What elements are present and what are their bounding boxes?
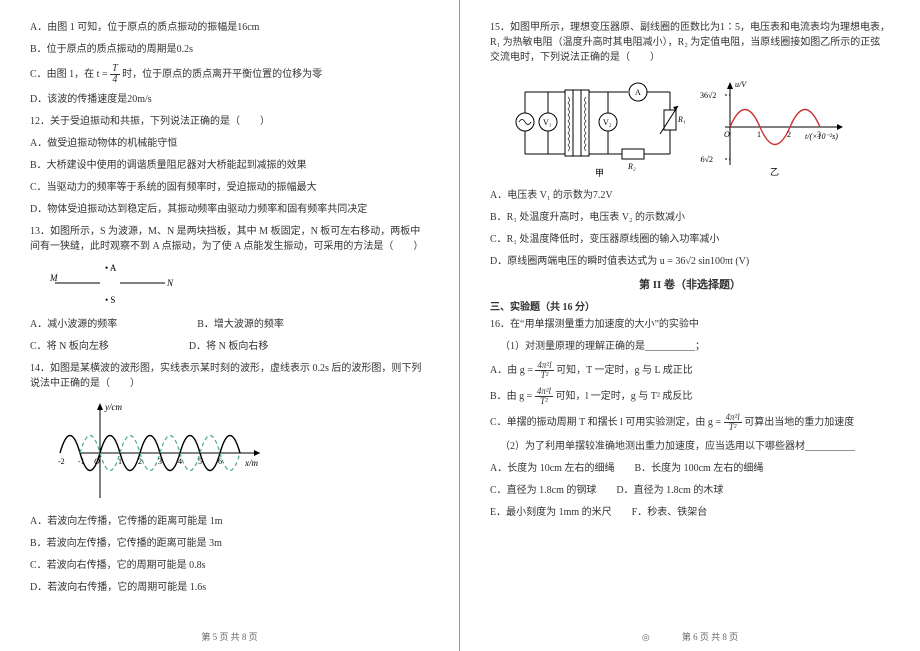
q14-stem: 14．如图是某横波的波形图，实线表示某时刻的波形，虚线表示 0.2s 后的波形图… [30, 361, 429, 391]
section2-title: 第 II 卷（非选择题） [490, 276, 890, 292]
q16-sub-a: A．长度为 10cm 左右的细绳 [490, 461, 614, 476]
q12-opt-b: B．大桥建设中使用的调谐质量阻尼器对大桥能起到减振的效果 [30, 158, 429, 173]
svg-text:t/(×10⁻²s): t/(×10⁻²s) [805, 132, 838, 141]
label-s: • S [105, 295, 115, 305]
svg-text:-1: -1 [78, 457, 85, 466]
ylabel: y/cm [104, 402, 122, 412]
q13-opt-b: B．增大波源的频率 [197, 317, 284, 332]
svg-text:-36√2: -36√2 [700, 155, 713, 164]
frac: 4π²lT² [535, 361, 553, 380]
ac-graph: u/V t/(×10⁻²s) 36√2 -36√2 O 1 2 3 乙 [700, 77, 850, 177]
fb: T² [535, 371, 553, 380]
q16c-post: 可算出当地的重力加速度 [742, 417, 855, 428]
fb: T² [535, 397, 553, 406]
q15-opt-b: B．R₁ 处温度升高时，电压表 V₂ 的示数减小 [490, 210, 890, 225]
q13-opt-d: D．将 N 板向右移 [189, 339, 268, 354]
part3-title: 三、实验题（共 16 分） [490, 298, 890, 313]
q16c-pre: C．单摆的振动周期 T 和摆长 l 可用实验测定，由 g = [490, 417, 724, 428]
q14-opt-d: D．若波向右传播，它的周期可能是 1.6s [30, 580, 429, 595]
q11-opt-b: B．位于原点的质点振动的周期是0.2s [30, 42, 429, 57]
svg-text:u/V: u/V [735, 80, 747, 89]
q16b-post: 可知，l 一定时，g 与 T² 成反比 [553, 391, 692, 402]
svg-text:3: 3 [158, 457, 162, 466]
svg-text:6: 6 [218, 457, 222, 466]
svg-text:3: 3 [817, 130, 821, 139]
q16-sub-e: E．最小刻度为 1mm 的米尺 [490, 505, 612, 520]
q13-diagram: • A M N • S [50, 261, 429, 311]
svg-text:1: 1 [757, 130, 761, 139]
svg-text:A: A [635, 88, 641, 97]
q11-opt-a: A．由图 1 可知，位于原点的质点振动的振幅是16cm [30, 20, 429, 35]
q11-c-post: 时，位于原点的质点离开平衡位置的位移为零 [120, 69, 323, 80]
q15-diagram: V₁ A R₁ R₂ [510, 72, 890, 182]
frac: 4π²lT² [724, 413, 742, 432]
frac: T4 [110, 64, 120, 85]
svg-text:甲: 甲 [595, 168, 604, 178]
q11-c-pre: C．由图 1，在 t = [30, 69, 110, 80]
q13-opt-a: A．减小波源的频率 [30, 317, 117, 332]
q16-opt-a: A．由 g = 4π²lT² 可知，T 一定时，g 与 L 成正比 [490, 361, 890, 380]
svg-text:乙: 乙 [770, 167, 779, 177]
svg-text:R₁: R₁ [677, 115, 685, 124]
q16-sub-b: B．长度为 100cm 左右的细绳 [634, 461, 763, 476]
q16-p2: （2）为了利用单摆较准确地测出重力加速度，应当选用以下哪些器材_________… [500, 439, 890, 454]
q16-opt-c: C．单摆的振动周期 T 和摆长 l 可用实验测定，由 g = 4π²lT² 可算… [490, 413, 890, 432]
q14-opt-a: A．若波向左传播，它传播的距离可能是 1m [30, 514, 429, 529]
q16-stem: 16．在“用单摆测量重力加速度的大小”的实验中 [490, 317, 890, 332]
q15-opt-a: A．电压表 V₁ 的示数为7.2V [490, 188, 890, 203]
frac-bot: 4 [110, 75, 120, 85]
svg-text:O: O [94, 457, 100, 466]
q12-opt-c: C．当驱动力的频率等于系统的固有频率时，受迫振动的振幅最大 [30, 180, 429, 195]
q16-p1: （1）对测量原理的理解正确的是__________； [500, 339, 890, 354]
q15-stem: 15．如图甲所示，理想变压器原、副线圈的匝数比为1∶5，电压表和电流表均为理想电… [490, 20, 890, 65]
svg-text:2: 2 [138, 457, 142, 466]
q16-sub-d: D．直径为 1.8cm 的木球 [616, 483, 723, 498]
q15-opt-c: C．R₁ 处温度降低时，变压器原线圈的输入功率减小 [490, 232, 890, 247]
q16-opt-b: B．由 g = 4π²lT² 可知，l 一定时，g 与 T² 成反比 [490, 387, 890, 406]
svg-text:-2: -2 [58, 457, 65, 466]
q12-opt-d: D．物体受迫振动达到稳定后，其振动频率由驱动力频率和固有频率共同决定 [30, 202, 429, 217]
q14-wave-diagram: y/cm x/m -2 -1 O 1 2 3 4 5 6 [50, 398, 429, 508]
circuit-diagram: V₁ A R₁ R₂ [510, 72, 685, 182]
svg-text:5: 5 [198, 457, 202, 466]
q16a-pre: A．由 g = [490, 365, 535, 376]
footer-text: 第 6 页 共 8 页 [682, 632, 738, 642]
svg-text:2: 2 [787, 130, 791, 139]
q14-opt-b: B．若波向左传播，它传播的距离可能是 3m [30, 536, 429, 551]
label-n: N [166, 278, 174, 288]
left-footer: 第 5 页 共 8 页 [0, 630, 459, 643]
left-column: A．由图 1 可知，位于原点的质点振动的振幅是16cm B．位于原点的质点振动的… [0, 0, 460, 651]
q16a-post: 可知，T 一定时，g 与 L 成正比 [554, 365, 693, 376]
label-a: • A [105, 263, 117, 273]
q11-opt-c: C．由图 1，在 t = T4 时，位于原点的质点离开平衡位置的位移为零 [30, 64, 429, 85]
q15-opt-d: D．原线圈两端电压的瞬时值表达式为 u = 36√2 sin100πt (V) [490, 254, 890, 269]
q13-opt-c: C．将 N 板向左移 [30, 339, 109, 354]
svg-text:O: O [724, 130, 730, 139]
svg-text:36√2: 36√2 [700, 91, 716, 100]
q11-opt-d: D．该波的传播速度是20m/s [30, 92, 429, 107]
right-column: 15．如图甲所示，理想变压器原、副线圈的匝数比为1∶5，电压表和电流表均为理想电… [460, 0, 920, 651]
svg-text:1: 1 [118, 457, 122, 466]
footer-mark: ◎ [642, 632, 650, 642]
label-m: M [50, 273, 58, 283]
svg-text:4: 4 [178, 457, 182, 466]
svg-text:V₂: V₂ [603, 118, 612, 127]
q16-sub-c: C．直径为 1.8cm 的钢球 [490, 483, 596, 498]
frac: 4π²lT² [535, 387, 553, 406]
q12-opt-a: A．做受迫振动物体的机械能守恒 [30, 136, 429, 151]
svg-text:R₂: R₂ [627, 162, 636, 171]
q12-stem: 12．关于受迫振动和共振，下列说法正确的是（ ） [30, 114, 429, 129]
fb: T² [724, 423, 742, 432]
right-footer: ◎ 第 6 页 共 8 页 [460, 630, 920, 643]
q13-stem: 13．如图所示，S 为波源，M、N 是两块挡板，其中 M 板固定，N 板可左右移… [30, 224, 429, 254]
q16-sub-f: F．秒表、铁架台 [632, 505, 708, 520]
svg-text:V₁: V₁ [543, 118, 552, 127]
q14-opt-c: C．若波向右传播，它的周期可能是 0.8s [30, 558, 429, 573]
q16b-pre: B．由 g = [490, 391, 535, 402]
xlabel: x/m [244, 458, 258, 468]
